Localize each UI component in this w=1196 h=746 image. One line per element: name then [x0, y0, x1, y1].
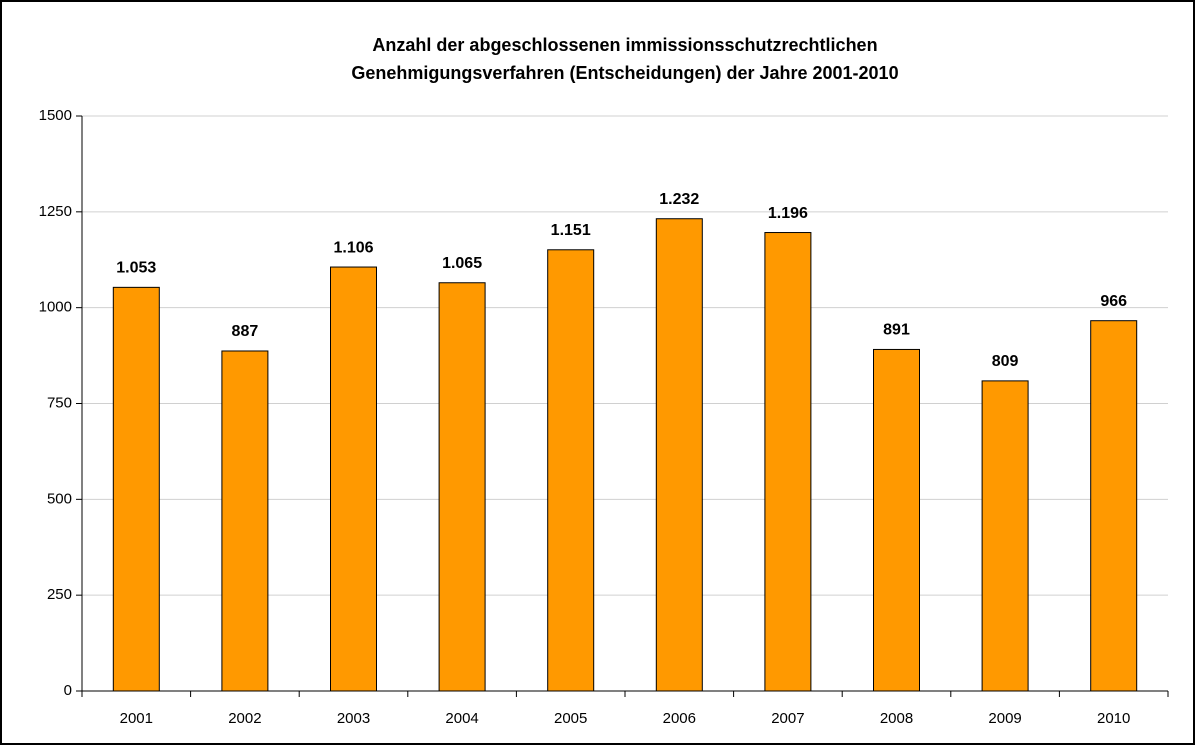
x-tick-label: 2008	[880, 710, 913, 727]
value-label: 966	[1100, 293, 1127, 310]
x-tick-label: 2005	[554, 710, 587, 727]
y-tick-label: 1500	[39, 107, 72, 124]
value-label: 809	[992, 353, 1019, 370]
y-tick-label: 0	[64, 682, 72, 699]
x-tick-label: 2010	[1097, 710, 1130, 727]
y-tick-label: 250	[47, 586, 72, 603]
value-label: 1.232	[659, 191, 699, 208]
bar	[221, 350, 269, 692]
x-tick-label: 2002	[228, 710, 261, 727]
y-tick-label: 1000	[39, 299, 72, 316]
x-tick-label: 2001	[120, 710, 153, 727]
x-tick-label: 2007	[771, 710, 804, 727]
value-label: 1.053	[116, 260, 156, 277]
value-label: 1.106	[333, 239, 373, 256]
x-tick-label: 2006	[663, 710, 696, 727]
x-tick-label: 2009	[988, 710, 1021, 727]
value-label: 887	[232, 323, 259, 340]
y-tick-label: 750	[47, 394, 72, 411]
chart-title: Genehmigungsverfahren (Entscheidungen) d…	[351, 63, 898, 83]
bar	[981, 380, 1029, 692]
value-label: 1.151	[551, 222, 591, 239]
y-tick-label: 1250	[39, 203, 72, 220]
bar	[1090, 320, 1138, 692]
bar	[438, 282, 486, 692]
bar	[112, 286, 160, 692]
bar	[655, 218, 703, 692]
value-label: 1.065	[442, 255, 482, 272]
x-tick-label: 2003	[337, 710, 370, 727]
bar	[873, 348, 920, 692]
value-label: 1.196	[768, 205, 808, 222]
chart-title: Anzahl der abgeschlossenen immissionssch…	[372, 35, 877, 55]
bar	[547, 249, 595, 692]
bar	[330, 266, 377, 692]
value-label: 891	[883, 322, 910, 339]
bar	[764, 232, 812, 692]
y-tick-label: 500	[47, 490, 72, 507]
x-tick-label: 2004	[445, 710, 478, 727]
